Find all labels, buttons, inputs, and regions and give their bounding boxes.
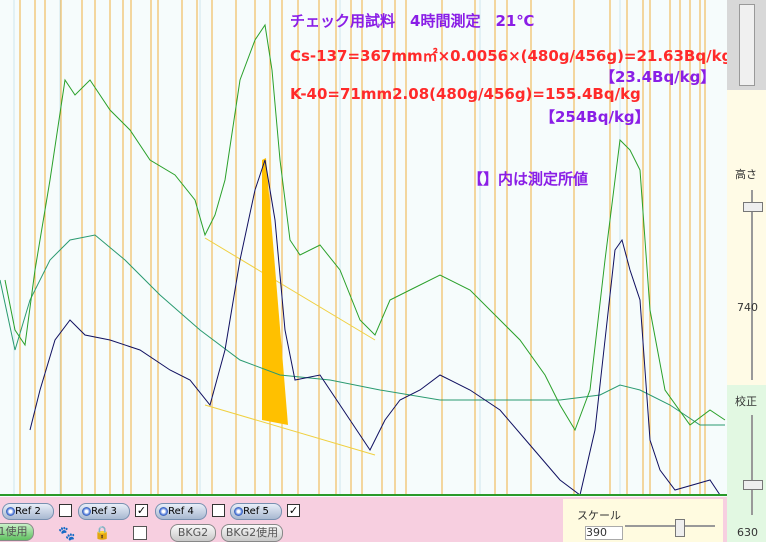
scroll-thumb[interactable] [739,4,755,86]
height-value: 740 [737,301,758,314]
guide-lines [205,238,375,455]
scale-label: スケール [577,509,621,522]
ref-checkbox[interactable]: ✓ [135,504,148,517]
bkg-button[interactable]: BKG2 [170,524,216,542]
annotation-cs137: Cs-137=367mm㎡×0.0056×(480g/456g)=21.63Bq… [290,47,733,65]
annotation-title: チェック用試料 4時間測定 21℃ [290,12,535,30]
height-label: 高さ [735,168,757,181]
lock-icon[interactable]: 🔒 [94,526,111,541]
guide-line [204,404,376,456]
peak-area [262,158,288,425]
ref-button[interactable]: Ref 3 [78,503,130,520]
paw-icon[interactable]: 🐾 [58,526,76,542]
ref-button[interactable]: Ref 4 [155,503,207,520]
slider-thumb[interactable] [743,202,763,212]
calibration-value: 630 [737,526,758,539]
list-icon[interactable] [133,526,147,540]
height-panel: 高さ 740 [727,90,766,385]
scale-value: 390 [585,526,623,540]
scale-panel: スケール 390 [563,499,723,542]
calibration-panel: 校正 630 [727,385,766,542]
slider-track [625,525,715,527]
ref-button[interactable]: Ref 5 [230,503,282,520]
annotation-cs137-measured: 【23.4Bq/kg】 [600,68,716,86]
scrollbar[interactable] [727,0,766,90]
spectrum-plot [0,0,727,496]
ref-checkbox[interactable]: ✓ [287,504,300,517]
spectrum-curve [4,23,726,432]
annotation-note: 【】内は測定所値 [468,170,589,188]
guide-line [204,237,376,341]
slider-track [751,415,753,515]
calibration-label: 校正 [735,395,757,408]
ref-checkbox[interactable] [212,504,225,517]
slider-thumb[interactable] [743,480,763,490]
net-curve [29,159,721,496]
slider-track [751,190,753,380]
bkg-use-button[interactable]: BKG2使用 [221,524,283,542]
annotation-k40: K-40=71mm2.08(480g/456g)=155.4Bq/kg [290,85,641,103]
ref-button[interactable]: Ref 2 [2,503,54,520]
annotation-k40-measured: 【254Bq/kg】 [540,108,650,126]
use-button[interactable]: 1使用 [0,523,34,541]
slider-thumb[interactable] [675,519,685,537]
ref-checkbox[interactable] [59,504,72,517]
